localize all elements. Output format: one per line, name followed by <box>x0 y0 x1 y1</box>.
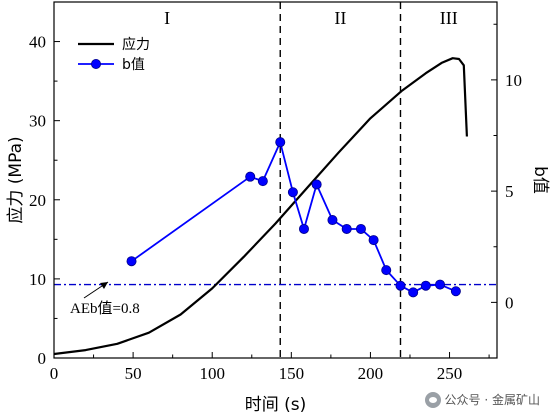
b-value-point <box>311 179 322 190</box>
b-value-point <box>126 256 137 267</box>
legend-label-b-value: b值 <box>122 57 145 73</box>
x-tick-label: 250 <box>437 364 463 383</box>
y-left-tick-label: 10 <box>29 270 46 289</box>
b-value-point <box>435 279 446 290</box>
y-right-tick-label: 5 <box>505 182 514 201</box>
legend: 应力 b值 <box>78 36 150 73</box>
x-tick-label: 200 <box>358 364 384 383</box>
b-value-point <box>450 286 461 297</box>
b-value-point <box>327 215 338 226</box>
b-value-point <box>275 137 286 148</box>
wechat-icon <box>424 391 441 408</box>
y-left-axis-title: 应力 (MPa) <box>6 136 26 223</box>
b-value-point <box>395 280 406 291</box>
y-right-axis-title: b值 <box>530 166 550 194</box>
b-value-point <box>355 223 366 234</box>
stress-series-line <box>54 57 468 356</box>
x-tick-label: 0 <box>50 364 59 383</box>
b-value-point <box>381 265 392 276</box>
x-axis-title: 时间 (s) <box>245 395 307 415</box>
plot-frame <box>53 1 498 359</box>
x-tick-label: 100 <box>199 364 225 383</box>
annotation-arrow-head <box>100 282 108 289</box>
y-left-tick-label: 0 <box>38 349 47 368</box>
region-label: I <box>164 8 170 28</box>
b-value-point <box>245 171 256 182</box>
region-label: III <box>440 8 458 28</box>
b-value-series-line <box>130 141 457 294</box>
y-right-tick-label: 0 <box>505 293 514 312</box>
y-left-tick-label: 40 <box>29 33 46 52</box>
region-label: II <box>334 8 346 28</box>
y-right-tick-label: 10 <box>505 71 522 90</box>
b-value-point <box>341 223 352 234</box>
b-value-point <box>257 176 268 187</box>
b-value-point <box>408 287 419 298</box>
x-tick-label: 150 <box>279 364 305 383</box>
b-value-point <box>298 223 309 234</box>
legend-label-stress: 应力 <box>122 36 150 53</box>
b-value-point <box>420 280 431 291</box>
y-left-tick-label: 30 <box>29 112 46 131</box>
y-left-tick-label: 20 <box>29 191 46 210</box>
reference-line-label: AEb值=0.8 <box>70 300 140 317</box>
x-tick-label: 50 <box>125 364 142 383</box>
b-value-point <box>287 187 298 198</box>
legend-marker-b-value <box>91 59 102 70</box>
b-value-point <box>368 235 379 246</box>
watermark: 公众号 · 金属矿山 <box>424 391 540 408</box>
watermark-text: 公众号 · 金属矿山 <box>444 393 540 407</box>
